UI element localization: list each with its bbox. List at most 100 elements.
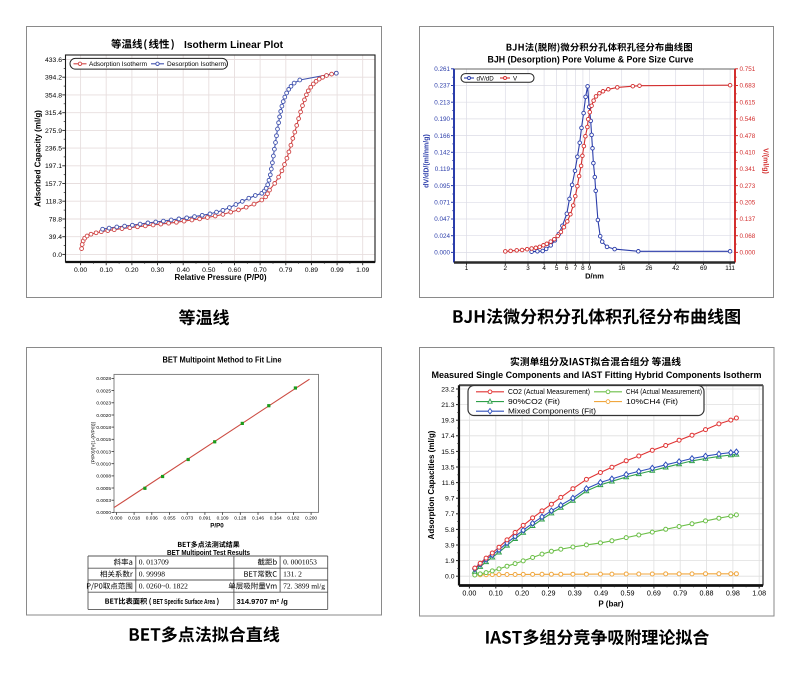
svg-text:0.0025: 0.0025 <box>96 388 111 394</box>
svg-text:0.69: 0.69 <box>647 589 661 598</box>
svg-text:0.29: 0.29 <box>542 589 556 598</box>
svg-text:0.00: 0.00 <box>462 589 476 598</box>
svg-text:3: 3 <box>526 265 530 272</box>
svg-text:0.273: 0.273 <box>740 183 756 190</box>
svg-text:275.9: 275.9 <box>45 128 62 135</box>
svg-text:0.0023: 0.0023 <box>96 401 111 407</box>
svg-text:0.073: 0.073 <box>181 515 193 521</box>
svg-text:90%CO2 (Fit): 90%CO2 (Fit) <box>508 397 561 406</box>
svg-text:7: 7 <box>574 265 578 272</box>
svg-text:Measured Single Components and: Measured Single Components and IAST Fitt… <box>432 370 762 380</box>
svg-text:Mixed Components (Fit): Mixed Components (Fit) <box>508 407 597 416</box>
svg-text:0.0000: 0.0000 <box>96 510 111 516</box>
svg-text:0.0018: 0.0018 <box>96 425 111 431</box>
svg-text:0. 013709: 0. 013709 <box>139 558 169 567</box>
svg-text:0.79: 0.79 <box>673 589 687 598</box>
svg-text:Adsorbed Capacity (ml/g): Adsorbed Capacity (ml/g) <box>34 110 43 207</box>
svg-text:0.024: 0.024 <box>434 233 450 240</box>
svg-text:0.068: 0.068 <box>740 233 756 240</box>
svg-text:0.142: 0.142 <box>434 150 450 157</box>
svg-text:0.39: 0.39 <box>568 589 582 598</box>
svg-text:1.9: 1.9 <box>445 558 455 565</box>
svg-text:0. 0260~0. 1822: 0. 0260~0. 1822 <box>139 582 188 591</box>
svg-text:0.205: 0.205 <box>740 200 756 207</box>
svg-text:2: 2 <box>504 265 508 272</box>
svg-text:0.410: 0.410 <box>740 150 756 157</box>
svg-text:9: 9 <box>588 265 592 272</box>
svg-text:0.683: 0.683 <box>740 83 756 90</box>
svg-text:10%CH4 (Fit): 10%CH4 (Fit) <box>626 397 679 406</box>
svg-text:BET Specific Surface Area: BET Specific Surface Area <box>153 599 215 606</box>
svg-text:26: 26 <box>645 265 653 272</box>
svg-text:315.4: 315.4 <box>45 110 62 117</box>
svg-text:0.109: 0.109 <box>217 515 229 521</box>
svg-text:0.10: 0.10 <box>489 589 503 598</box>
svg-text:0.137: 0.137 <box>740 216 756 223</box>
svg-text:354.8: 354.8 <box>45 92 62 99</box>
svg-text:1: 1 <box>465 265 469 272</box>
svg-text:0.000: 0.000 <box>434 250 450 257</box>
svg-text:0.20: 0.20 <box>125 267 138 274</box>
svg-text:V/(ml/g): V/(ml/g) <box>762 148 769 174</box>
svg-text:8: 8 <box>581 265 585 272</box>
svg-text:0.79: 0.79 <box>279 267 292 274</box>
svg-text:BET Multipoint Method to Fit L: BET Multipoint Method to Fit Line <box>163 356 283 365</box>
svg-text:157.7: 157.7 <box>45 181 62 188</box>
svg-text:0.071: 0.071 <box>434 200 450 207</box>
svg-text:433.6: 433.6 <box>45 57 62 64</box>
svg-text:0.751: 0.751 <box>740 66 756 73</box>
svg-text:0.213: 0.213 <box>434 99 450 106</box>
svg-text:0.190: 0.190 <box>434 116 450 123</box>
svg-text:5.8: 5.8 <box>445 527 455 534</box>
svg-text:CH4 (Actual Measurement): CH4 (Actual Measurement) <box>626 387 702 396</box>
svg-text:111: 111 <box>725 265 735 272</box>
svg-text:0.091: 0.091 <box>199 515 211 521</box>
svg-text:0.0005: 0.0005 <box>96 486 111 492</box>
svg-text:BET Multipoint Test Results: BET Multipoint Test Results <box>167 550 250 557</box>
svg-text:314.9707 m² /g: 314.9707 m² /g <box>237 597 289 606</box>
svg-text:17.4: 17.4 <box>441 433 454 440</box>
svg-text:4: 4 <box>542 265 546 272</box>
svg-text:78.8: 78.8 <box>49 216 62 223</box>
svg-text:72. 3899 ml/g: 72. 3899 ml/g <box>283 582 325 591</box>
svg-text:0.20: 0.20 <box>515 589 529 598</box>
svg-text:BJH (Desorption) Pore Volume &: BJH (Desorption) Pore Volume & Pore Size… <box>488 54 694 64</box>
svg-text:0.0010: 0.0010 <box>96 462 111 468</box>
svg-text:P/P0: P/P0 <box>210 522 224 529</box>
svg-text:0.000: 0.000 <box>740 250 756 257</box>
svg-text:0.095: 0.095 <box>434 183 450 190</box>
svg-text:0.478: 0.478 <box>740 133 756 140</box>
svg-text:0. 0001053: 0. 0001053 <box>283 558 317 567</box>
svg-text:0.200: 0.200 <box>305 515 317 521</box>
svg-text:0.89: 0.89 <box>305 267 318 274</box>
svg-text:0.70: 0.70 <box>253 267 266 274</box>
svg-text:6: 6 <box>565 265 569 272</box>
svg-text:CO2 (Actual Measurement): CO2 (Actual Measurement) <box>508 387 590 396</box>
svg-text:Desorption Isotherm: Desorption Isotherm <box>167 61 226 68</box>
svg-text:0.99: 0.99 <box>330 267 343 274</box>
svg-text:0.0028: 0.0028 <box>96 376 111 382</box>
svg-text:0.0: 0.0 <box>445 574 455 581</box>
svg-text:0.341: 0.341 <box>740 166 756 173</box>
svg-text:0.615: 0.615 <box>740 99 756 106</box>
svg-text:0.50: 0.50 <box>202 267 215 274</box>
svg-text:15.5: 15.5 <box>441 449 454 456</box>
svg-text:0.0: 0.0 <box>53 252 63 259</box>
svg-text:16: 16 <box>618 265 626 272</box>
svg-text:0.128: 0.128 <box>234 515 246 521</box>
svg-text:23.2: 23.2 <box>441 386 454 393</box>
svg-text:0.59: 0.59 <box>621 589 635 598</box>
svg-text:dV/dD: dV/dD <box>477 75 495 82</box>
svg-text:7.7: 7.7 <box>445 511 455 518</box>
svg-text:0.182: 0.182 <box>287 515 299 521</box>
svg-text:0.60: 0.60 <box>228 267 241 274</box>
svg-text:0.98: 0.98 <box>726 589 740 598</box>
svg-text:0.0003: 0.0003 <box>96 498 111 504</box>
svg-text:5: 5 <box>555 265 559 272</box>
svg-text:(P/P0)/[V(1-(P/P0))]: (P/P0)/[V(1-(P/P0))] <box>91 422 97 464</box>
svg-text:0.166: 0.166 <box>434 133 450 140</box>
svg-text:42: 42 <box>672 265 680 272</box>
svg-text:0.146: 0.146 <box>252 515 264 521</box>
svg-text:0.49: 0.49 <box>594 589 608 598</box>
svg-text:D/nm: D/nm <box>585 272 604 281</box>
